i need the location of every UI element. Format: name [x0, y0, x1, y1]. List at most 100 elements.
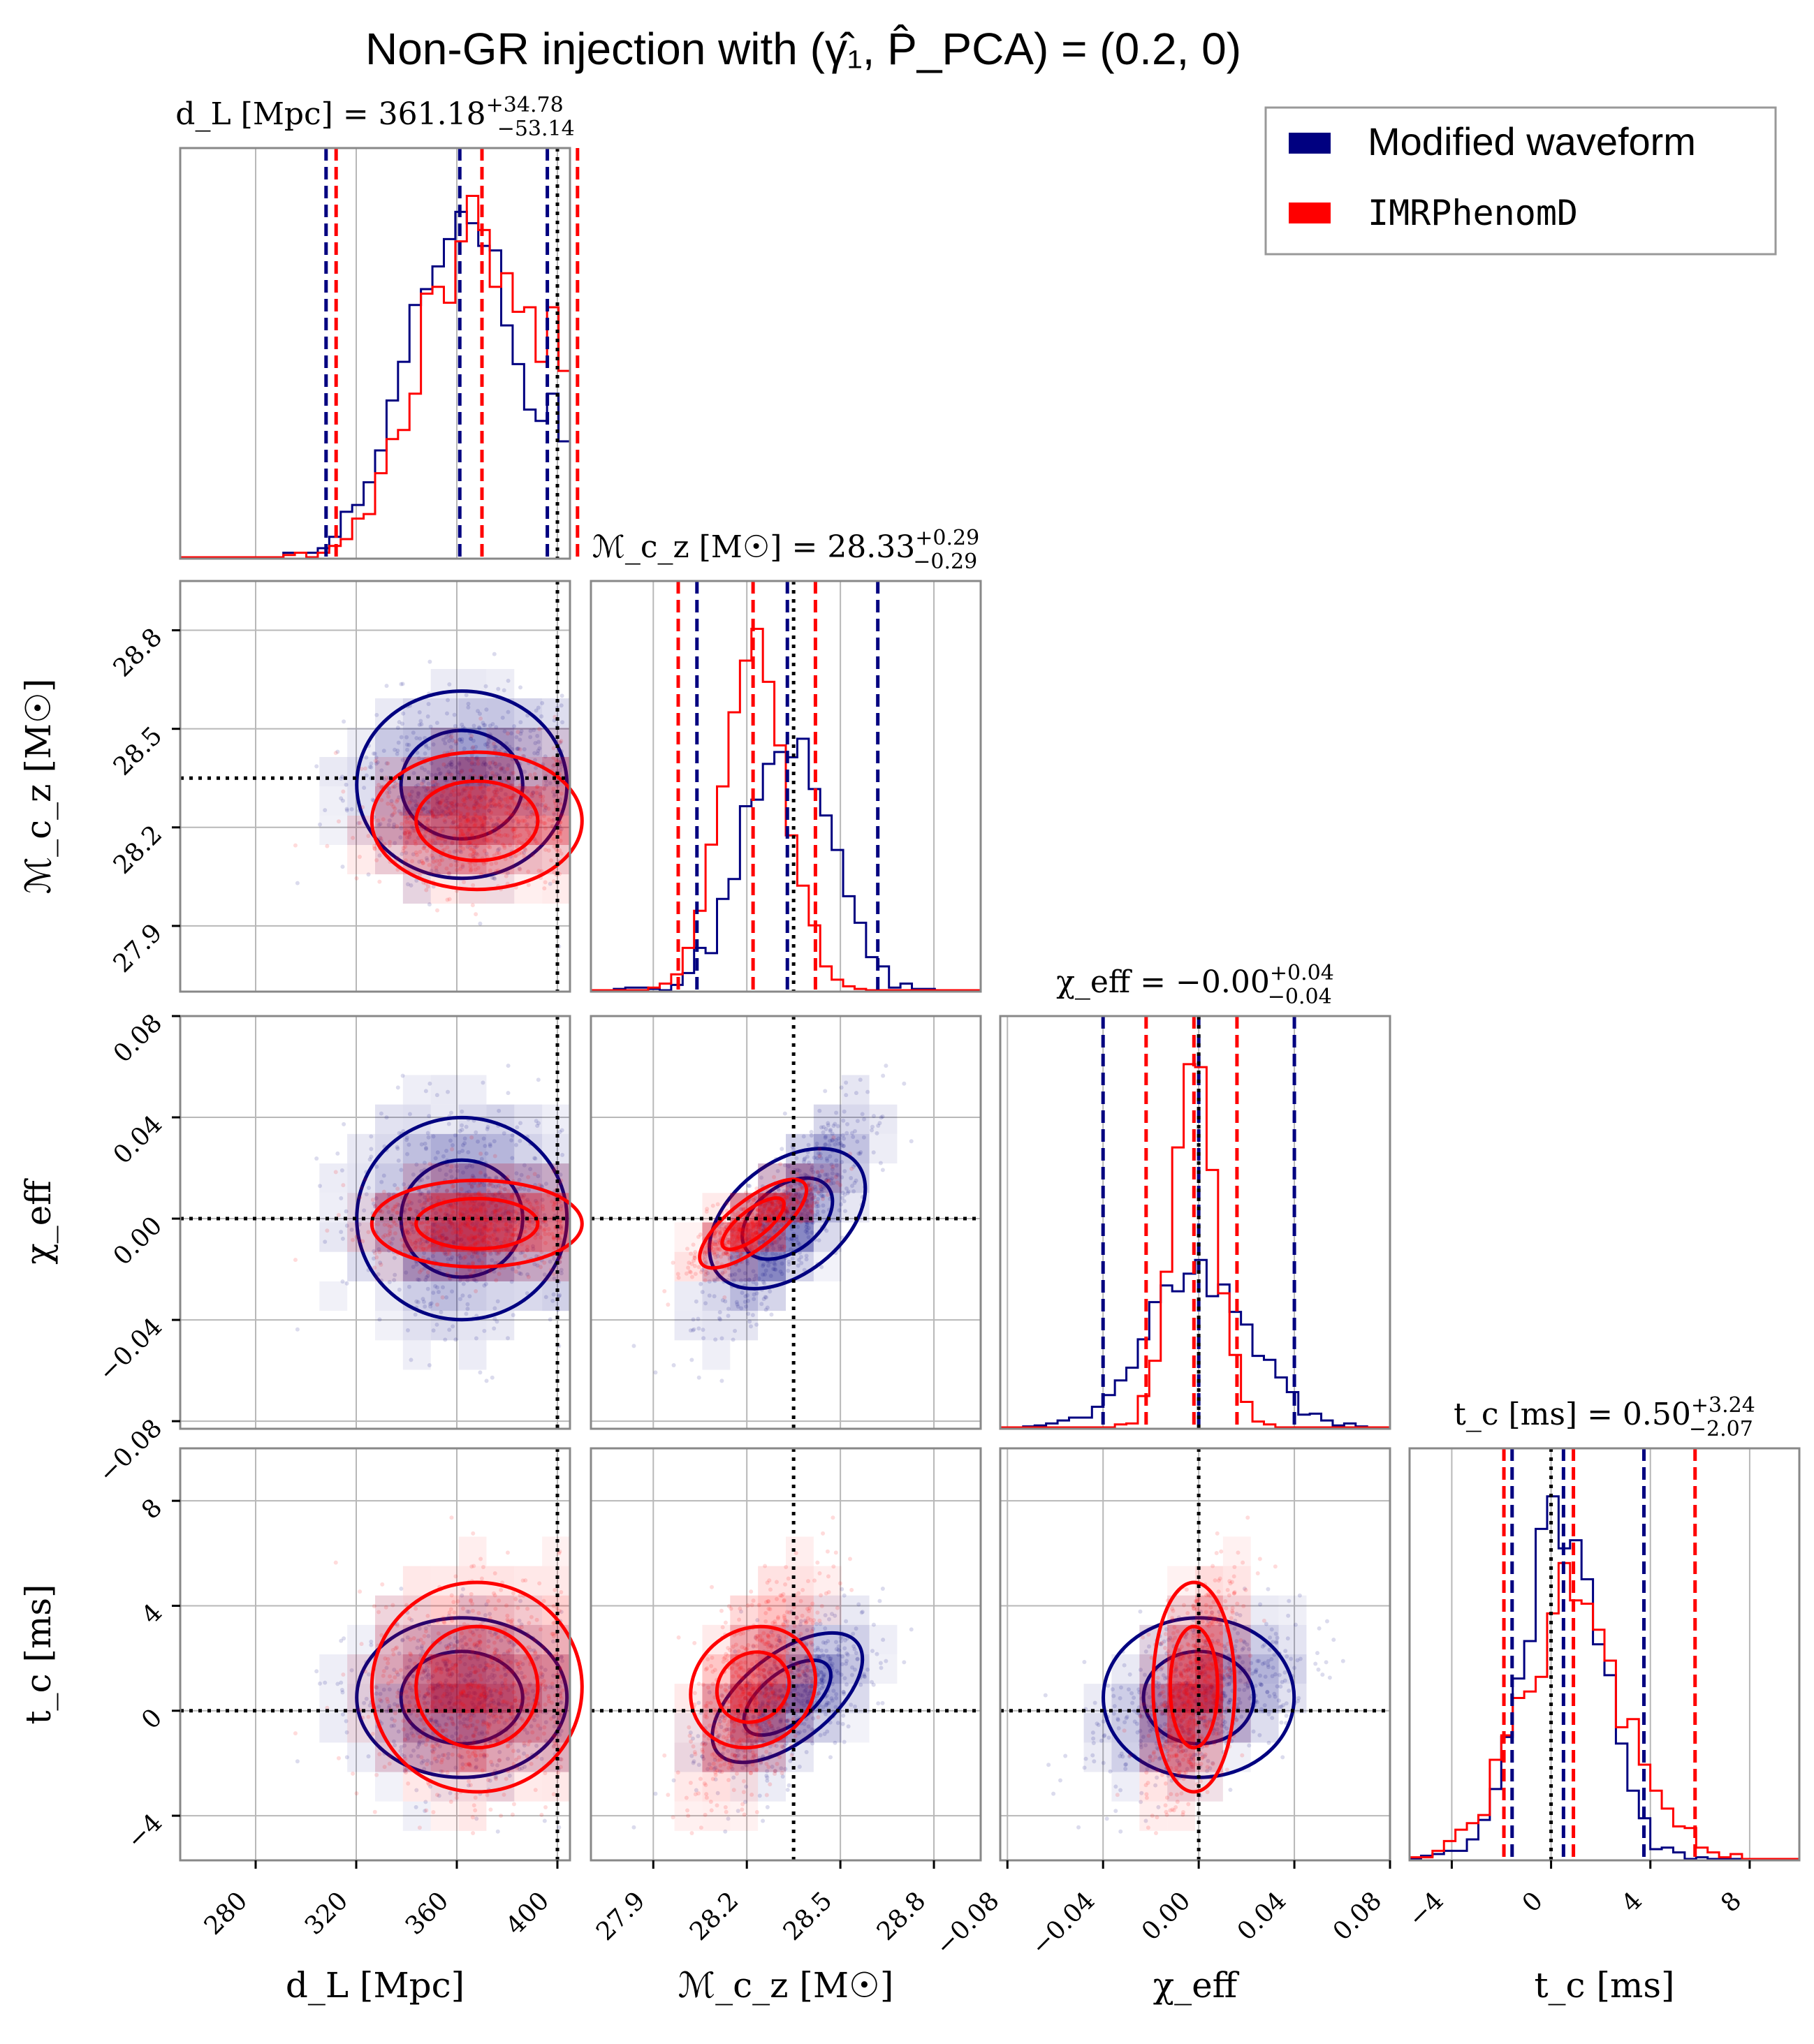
sample-point-blue	[474, 802, 478, 807]
sample-point-blue	[454, 741, 459, 746]
sample-point-blue	[454, 765, 459, 770]
sample-point-blue	[427, 659, 432, 664]
sample-point-blue	[431, 784, 436, 788]
sample-point-blue	[391, 825, 396, 830]
y-tick-label: 0.08	[108, 1008, 168, 1068]
sample-point-blue	[395, 726, 400, 730]
sample-point-blue	[429, 810, 434, 815]
density-bin-blue	[458, 698, 487, 728]
density-bin-red	[458, 816, 487, 845]
sample-point-blue	[809, 1129, 814, 1134]
sample-point-blue	[502, 770, 507, 774]
sample-point-red	[293, 843, 298, 848]
density-bin-red	[486, 1163, 515, 1193]
sample-point-blue	[387, 790, 392, 795]
sample-point-red	[478, 1152, 483, 1156]
sample-point-blue	[434, 782, 439, 787]
sample-point-blue	[469, 736, 474, 741]
density-bin-red	[375, 786, 403, 816]
sample-point-blue	[448, 735, 453, 740]
sample-point-blue	[509, 771, 514, 776]
sample-point-blue	[435, 801, 440, 806]
sample-point-blue	[490, 875, 495, 880]
density-bin-blue	[730, 1311, 759, 1341]
density-bin-red	[430, 816, 459, 845]
sample-point-blue	[529, 809, 534, 814]
density-bin-blue	[347, 1133, 375, 1164]
sample-point-blue	[413, 799, 418, 804]
sample-point-blue	[531, 791, 536, 795]
density-bin-blue	[458, 1075, 487, 1105]
sample-point-red	[377, 879, 382, 884]
density-bin-blue	[674, 1311, 703, 1341]
panel-title: χ_eff = −0.00+0.04 −0.04	[1056, 961, 1334, 1009]
density-bin-red	[514, 874, 543, 904]
sample-point-blue	[374, 761, 379, 766]
scatter-panel-dl-vs-chi: −0.08−0.040.000.040.08χ_eff	[18, 1008, 584, 1489]
density-bin-blue	[402, 698, 431, 728]
scatter-panel-dl-vs-mc: 27.928.228.528.8ℳ_c_z [M☉]	[18, 580, 584, 993]
sample-point-blue	[400, 721, 404, 726]
sample-point-blue	[405, 747, 410, 752]
legend-label-modified: Modified waveform	[1368, 119, 1696, 163]
sample-point-blue	[456, 792, 461, 797]
sample-point-blue	[415, 750, 420, 755]
sample-point-blue	[479, 794, 484, 799]
sample-point-blue	[517, 866, 522, 871]
sample-point-red	[471, 745, 476, 750]
sample-point-blue	[468, 736, 473, 741]
sample-point-blue	[411, 828, 416, 833]
density-bin-red	[486, 816, 515, 845]
sample-point-blue	[409, 825, 414, 830]
sample-point-blue	[444, 735, 449, 740]
sample-point-blue	[390, 813, 395, 818]
sample-point-red	[831, 1135, 836, 1140]
sample-point-blue	[451, 820, 456, 825]
sample-point-blue	[542, 808, 547, 813]
sample-point-blue	[528, 728, 533, 733]
sample-point-blue	[496, 795, 501, 800]
sample-point-blue	[428, 809, 433, 814]
sample-point-blue	[462, 747, 467, 751]
sample-point-blue	[455, 802, 460, 807]
sample-point-blue	[439, 809, 444, 814]
sample-point-blue	[448, 771, 453, 776]
sample-point-blue	[558, 797, 563, 802]
sample-point-blue	[466, 705, 471, 710]
density-bin-blue	[869, 1104, 898, 1134]
panel-border	[179, 147, 571, 560]
corner-panels: d_L [Mpc] = 361.18+34.78 −53.1427.928.228…	[18, 93, 1801, 2006]
sample-point-blue	[476, 709, 481, 714]
density-bin-blue	[542, 1281, 570, 1311]
sample-point-blue	[356, 821, 360, 825]
sample-point-red	[341, 1672, 346, 1677]
sample-point-blue	[396, 740, 401, 745]
density-bin-blue	[841, 1133, 870, 1164]
density-bin-blue	[514, 1104, 543, 1134]
sample-point-red	[666, 1302, 671, 1307]
sample-point-red	[478, 716, 483, 721]
sample-point-blue	[416, 794, 420, 799]
sample-point-blue	[427, 902, 432, 907]
sample-point-blue	[487, 765, 492, 770]
legend-label-imrphenomd: IMRPhenomD	[1368, 193, 1578, 233]
sample-point-blue	[411, 771, 416, 776]
density-bin-blue	[319, 1713, 348, 1743]
sample-point-blue	[386, 786, 391, 791]
sample-point-blue	[342, 1636, 346, 1641]
sample-point-red	[474, 912, 478, 917]
density-bin-blue	[458, 1281, 487, 1311]
sample-point-blue	[317, 822, 322, 827]
sample-point-blue	[423, 751, 427, 756]
sample-point-blue	[535, 733, 540, 738]
sample-point-blue	[497, 802, 502, 807]
sample-point-blue	[395, 751, 400, 756]
sample-point-blue	[444, 764, 448, 769]
density-bin-blue	[347, 728, 375, 757]
sample-point-blue	[416, 756, 421, 760]
sample-point-blue	[437, 772, 442, 777]
sample-point-blue	[880, 1168, 885, 1172]
sample-point-blue	[548, 1317, 553, 1322]
sample-point-blue	[555, 784, 560, 788]
sample-point-red	[363, 1177, 367, 1182]
